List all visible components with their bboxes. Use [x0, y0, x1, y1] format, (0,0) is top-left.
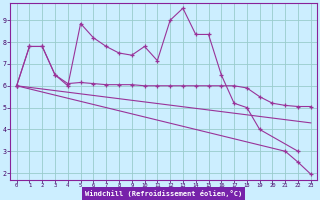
- X-axis label: Windchill (Refroidissement éolien,°C): Windchill (Refroidissement éolien,°C): [85, 190, 242, 197]
